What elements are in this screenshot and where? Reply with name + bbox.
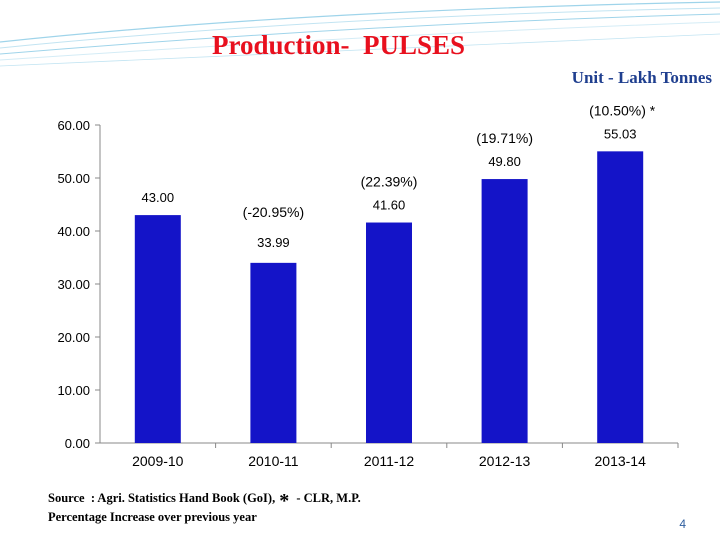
x-tick-label: 2011-12 bbox=[364, 453, 415, 469]
y-tick-label: 40.00 bbox=[57, 224, 90, 239]
bar bbox=[597, 151, 644, 443]
source-text: Source : Agri. Statistics Hand Book (GoI… bbox=[48, 491, 276, 505]
data-label: 33.99 bbox=[257, 235, 290, 250]
header-decoration bbox=[0, 1, 720, 67]
slide-title: Production- PULSES bbox=[212, 30, 466, 60]
change-label: (22.39%) bbox=[361, 174, 418, 190]
source-star: * bbox=[279, 490, 290, 512]
bar bbox=[481, 179, 528, 443]
source-suffix: - CLR, M.P. bbox=[293, 491, 361, 505]
y-tick-label: 10.00 bbox=[57, 383, 90, 398]
change-label: (19.71%) bbox=[476, 130, 533, 146]
y-tick-label: 20.00 bbox=[57, 330, 90, 345]
y-tick-label: 0.00 bbox=[65, 436, 90, 451]
page-number: 4 bbox=[679, 517, 686, 531]
change-label: (10.50%) * bbox=[589, 102, 656, 118]
unit-label: Unit - Lakh Tonnes bbox=[571, 68, 712, 87]
y-tick-label: 50.00 bbox=[57, 171, 90, 186]
data-label: 43.00 bbox=[142, 190, 175, 205]
bar bbox=[250, 262, 297, 443]
x-tick-label: 2013-14 bbox=[595, 453, 647, 469]
x-tick-label: 2012-13 bbox=[479, 453, 531, 469]
data-label: 49.80 bbox=[488, 154, 521, 169]
change-label: (-20.95%) bbox=[243, 204, 304, 220]
y-tick-label: 30.00 bbox=[57, 277, 90, 292]
source-line: Source : Agri. Statistics Hand Book (GoI… bbox=[48, 490, 361, 513]
data-label: 55.03 bbox=[604, 126, 637, 141]
y-tick-label: 60.00 bbox=[57, 118, 90, 133]
x-tick-label: 2010-11 bbox=[248, 453, 299, 469]
footnote: Percentage Increase over previous year bbox=[48, 510, 257, 524]
bar bbox=[366, 222, 412, 443]
bar bbox=[134, 215, 181, 443]
bar-chart: 0.00 10.00 20.00 30.00 40.00 50.00 60.00 2009-1… bbox=[57, 102, 679, 469]
data-label: 41.60 bbox=[373, 198, 406, 213]
x-tick-label: 2009-10 bbox=[132, 453, 184, 469]
